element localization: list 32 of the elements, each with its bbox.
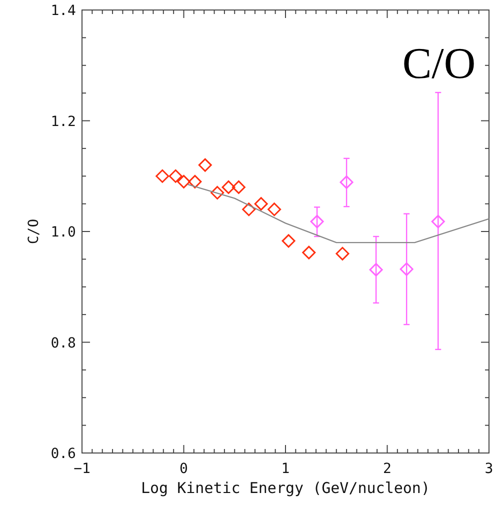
y-tick-label: 1.0 — [50, 224, 76, 240]
point — [369, 262, 383, 276]
text: C/O — [402, 39, 476, 88]
point — [310, 214, 324, 228]
point — [222, 180, 236, 194]
point — [210, 186, 224, 200]
point — [177, 174, 190, 188]
point — [336, 246, 350, 260]
x-tick-label: 1 — [281, 461, 290, 477]
x-tick-label: 2 — [383, 461, 392, 477]
y-tick-label: 0.6 — [50, 446, 76, 462]
point — [254, 197, 268, 211]
point — [156, 169, 170, 183]
point — [198, 158, 212, 172]
point — [282, 234, 296, 248]
x-tick-label: 3 — [484, 461, 494, 477]
x-axis-title: Log Kinetic Energy (GeV/nucleon) — [141, 479, 430, 497]
point — [188, 174, 202, 188]
point — [232, 180, 246, 194]
point — [302, 246, 316, 260]
point — [340, 175, 354, 189]
y-tick-label: 1.2 — [50, 114, 76, 130]
x-tick-label: 0 — [180, 461, 188, 477]
point — [431, 214, 445, 228]
y-tick-label: 0.8 — [50, 335, 76, 352]
point — [268, 202, 282, 216]
point — [242, 202, 256, 216]
point — [400, 262, 414, 276]
x-tick-label: −1 — [74, 461, 90, 477]
y-axis-title: C/O — [26, 218, 42, 244]
point — [168, 169, 182, 183]
y-tick-label: 1.4 — [50, 3, 76, 19]
